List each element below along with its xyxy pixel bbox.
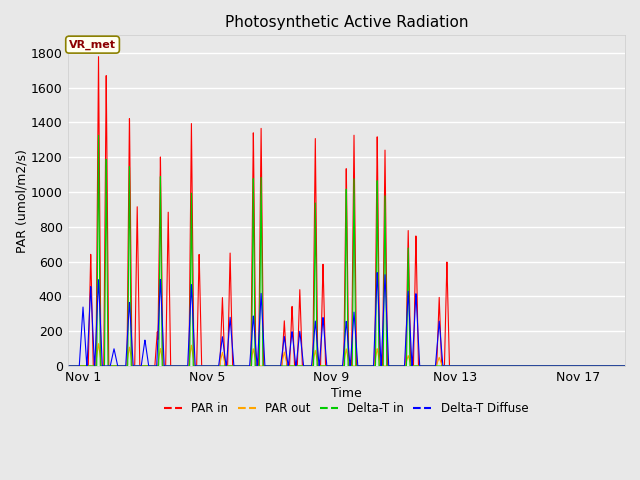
Delta-T in	[276, 363, 284, 369]
Delta-T Diffuse	[480, 363, 488, 369]
PAR in	[63, 363, 71, 369]
Line: PAR in: PAR in	[67, 57, 625, 366]
Delta-T Diffuse	[276, 363, 284, 369]
PAR out	[398, 363, 406, 369]
Delta-T in	[398, 363, 406, 369]
PAR out	[95, 341, 102, 347]
X-axis label: Time: Time	[331, 386, 362, 400]
PAR in	[95, 54, 102, 60]
PAR in	[165, 252, 173, 257]
Delta-T Diffuse	[63, 363, 71, 369]
Delta-T Diffuse	[165, 363, 173, 369]
Delta-T in	[522, 363, 530, 369]
PAR out	[621, 363, 629, 369]
Line: PAR out: PAR out	[67, 344, 625, 366]
PAR out	[522, 363, 530, 369]
PAR out	[63, 363, 71, 369]
Delta-T in	[621, 363, 629, 369]
Delta-T in	[165, 363, 173, 369]
Delta-T Diffuse	[522, 363, 530, 369]
PAR out	[480, 363, 488, 369]
PAR out	[165, 363, 173, 369]
PAR out	[276, 363, 284, 369]
Delta-T Diffuse	[426, 363, 434, 369]
PAR in	[276, 363, 284, 369]
PAR in	[480, 363, 488, 369]
Line: Delta-T Diffuse: Delta-T Diffuse	[67, 273, 625, 366]
Text: VR_met: VR_met	[69, 39, 116, 50]
Delta-T in	[95, 132, 102, 138]
PAR in	[522, 363, 530, 369]
Legend: PAR in, PAR out, Delta-T in, Delta-T Diffuse: PAR in, PAR out, Delta-T in, Delta-T Dif…	[159, 397, 533, 420]
PAR in	[398, 363, 406, 369]
Delta-T Diffuse	[621, 363, 629, 369]
PAR in	[621, 363, 629, 369]
Title: Photosynthetic Active Radiation: Photosynthetic Active Radiation	[225, 15, 468, 30]
Line: Delta-T in: Delta-T in	[67, 135, 625, 366]
PAR out	[426, 363, 434, 369]
Delta-T in	[426, 363, 434, 369]
Delta-T in	[480, 363, 488, 369]
Y-axis label: PAR (umol/m2/s): PAR (umol/m2/s)	[15, 149, 28, 252]
Delta-T Diffuse	[398, 363, 406, 369]
PAR in	[426, 363, 434, 369]
Delta-T in	[63, 363, 71, 369]
Delta-T Diffuse	[373, 270, 381, 276]
